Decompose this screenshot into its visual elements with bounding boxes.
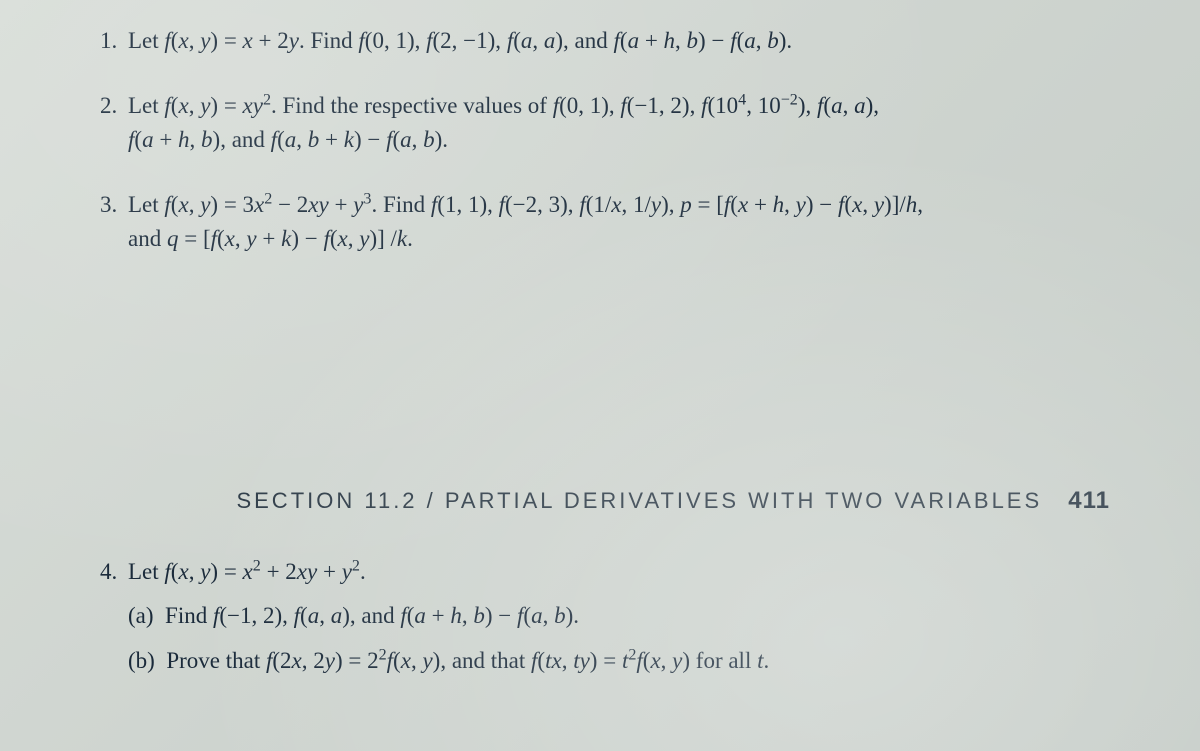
problem-2-number: 2. (100, 89, 128, 124)
page-number: 411 (1068, 487, 1110, 514)
problem-3-number: 3. (100, 188, 128, 223)
problem-1-number: 1. (100, 24, 128, 59)
problem-2-line1: Let f(x, y) = xy2. Find the respective v… (128, 93, 879, 118)
problem-3-line2: and q = [f(x, y + k) − f(x, y)] /k. (100, 222, 1120, 257)
problem-3: 3.Let f(x, y) = 3x2 − 2xy + y3. Find f(1… (100, 188, 1120, 257)
problem-4b: (b) Prove that f(2x, 2y) = 22f(x, y), an… (100, 644, 1120, 679)
problem-4-number: 4. (100, 555, 128, 590)
problem-4-text: Let f(x, y) = x2 + 2xy + y2. (128, 559, 366, 584)
section-header-label: SECTION 11.2 / PARTIAL DERIVATIVES WITH … (236, 488, 1042, 513)
problem-2-line2: f(a + h, b), and f(a, b + k) − f(a, b). (100, 123, 1120, 158)
problem-4: 4.Let f(x, y) = x2 + 2xy + y2. (100, 555, 1120, 590)
problem-2: 2.Let f(x, y) = xy2. Find the respective… (100, 89, 1120, 158)
section-header: SECTION 11.2 / PARTIAL DERIVATIVES WITH … (100, 487, 1120, 515)
problem-1: 1.Let f(x, y) = x + 2y. Find f(0, 1), f(… (100, 24, 1120, 59)
problem-4a: (a) Find f(−1, 2), f(a, a), and f(a + h,… (100, 599, 1120, 634)
problem-3-line1: Let f(x, y) = 3x2 − 2xy + y3. Find f(1, … (128, 192, 923, 217)
problem-1-text: Let f(x, y) = x + 2y. Find f(0, 1), f(2,… (128, 28, 792, 53)
